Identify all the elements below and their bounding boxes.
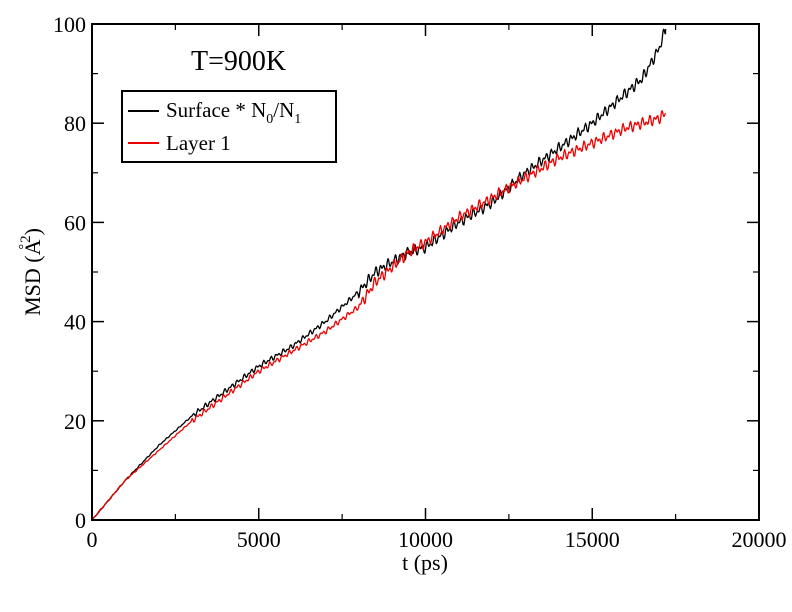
legend-surface-mid: /N [273,98,294,122]
ticks-layer: 0 5000 10000 15000 20000 0 20 40 60 80 100 [53,12,787,552]
y-axis-title-sup: 2 [18,235,34,243]
x-tick-label: 0 [87,527,98,552]
y-axis-title: MSD (A°2) [17,228,45,316]
legend-label-surface: Surface * N0/N1 [166,98,301,127]
y-tick-label: 40 [64,310,86,335]
series-line-layer1 [91,110,667,521]
y-tick-label: 80 [64,111,86,136]
legend: Surface * N0/N1 Layer 1 [121,90,337,163]
x-tick-label: 15000 [565,527,620,552]
legend-surface-base: Surface * N [166,98,266,122]
legend-box [121,90,337,163]
y-tick-label: 60 [64,210,86,235]
y-axis-title-prefix: MSD ( [20,255,45,316]
x-tick-label: 5000 [237,527,281,552]
x-tick-label: 10000 [398,527,453,552]
y-axis-title-suffix: ) [20,228,45,235]
temperature-annotation: T=900K [191,46,286,77]
y-tick-label: 100 [53,12,86,37]
series-layer [91,28,667,521]
x-tick-label: 20000 [732,527,787,552]
legend-surface-sub2: 1 [294,112,301,127]
y-tick-label: 20 [64,409,86,434]
y-axis-title-ring: ° [17,244,32,250]
y-tick-label: 0 [75,508,86,533]
y-axis-title-unit: A [20,239,45,255]
legend-label-layer1: Layer 1 [166,131,231,155]
x-axis-title: t (ps) [402,550,448,575]
legend-surface-sub1: 0 [266,112,273,127]
